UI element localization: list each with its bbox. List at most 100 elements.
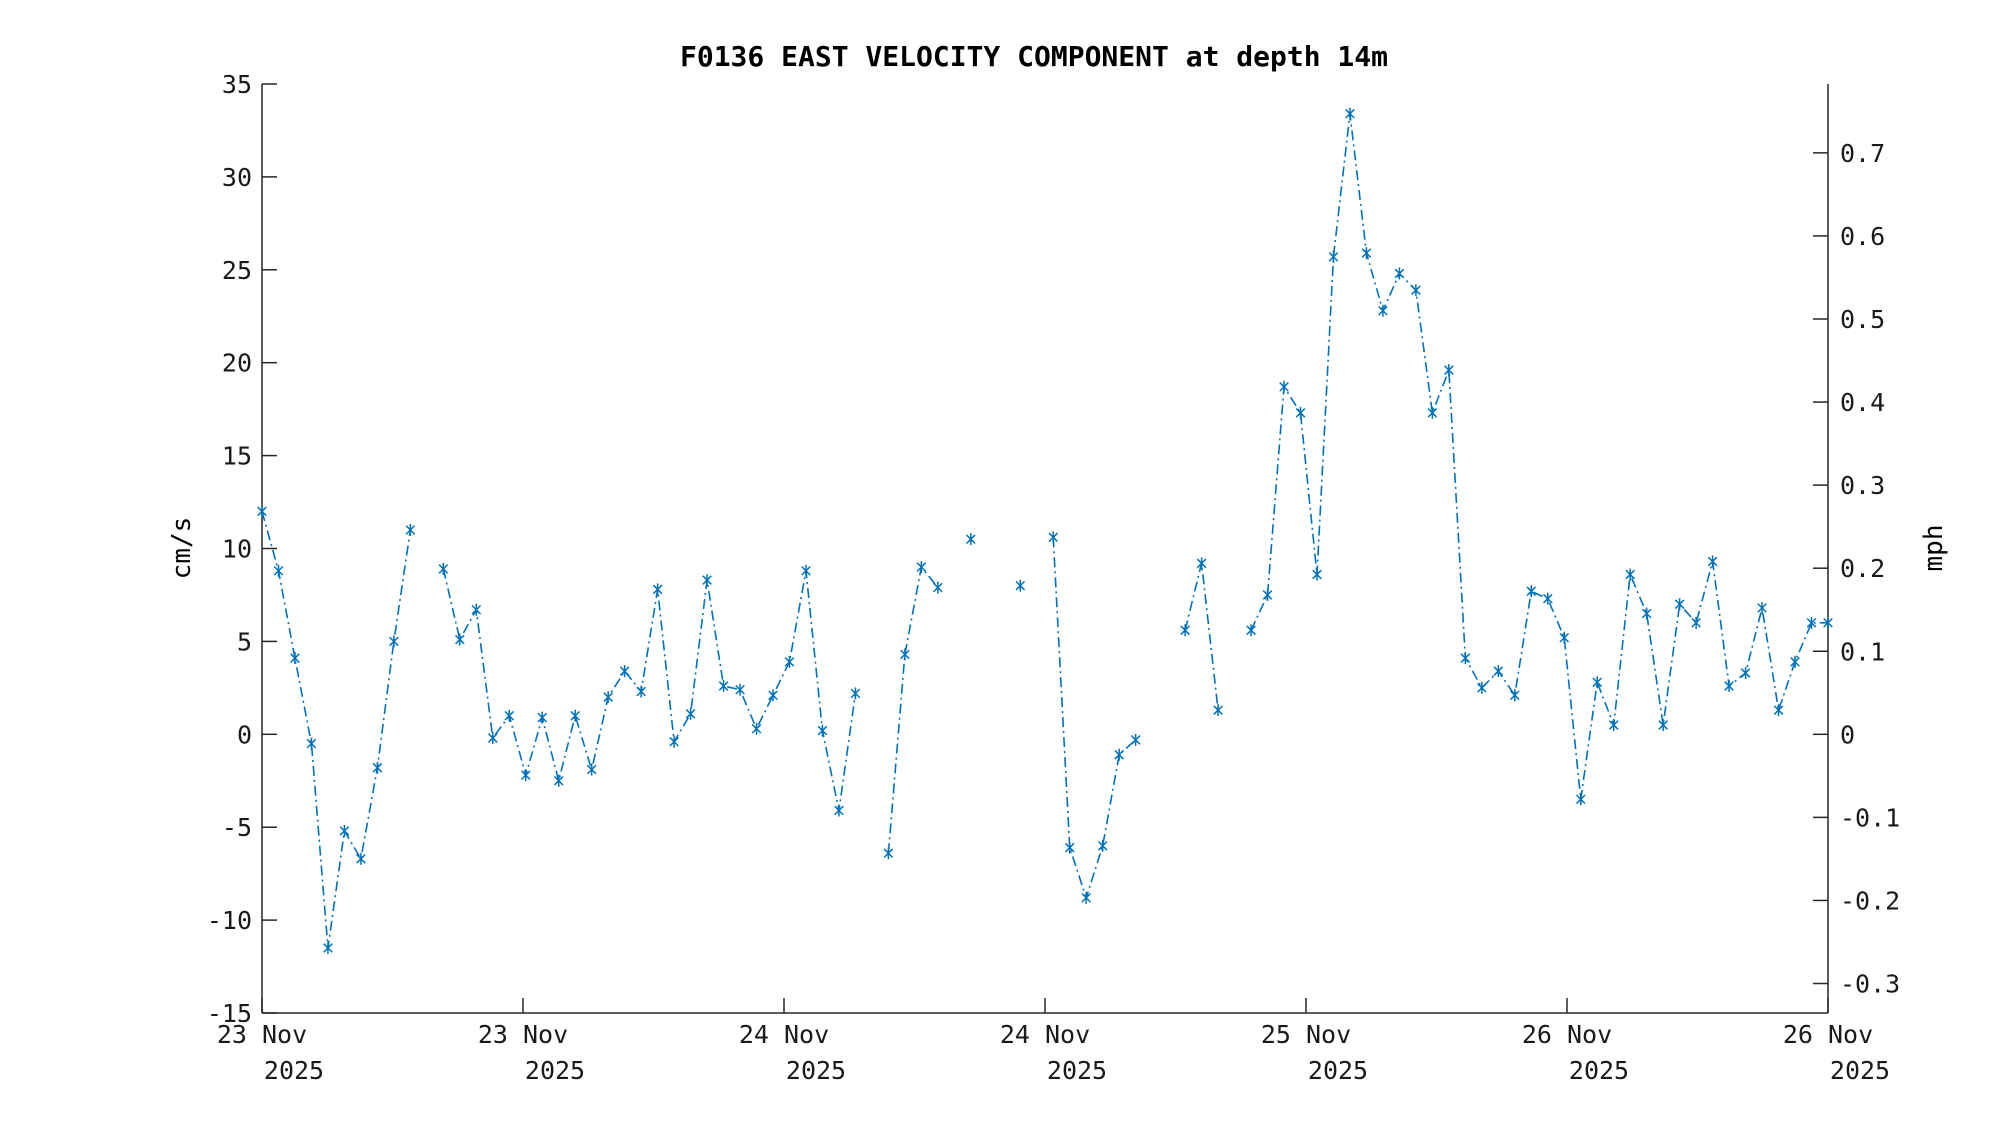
data-point-marker — [1757, 601, 1767, 614]
data-point-marker — [801, 564, 811, 577]
data-point-marker — [1559, 631, 1570, 644]
data-point-marker — [900, 648, 910, 661]
data-point-marker — [454, 633, 465, 646]
data-point-marker — [438, 562, 449, 575]
data-point-marker — [553, 774, 564, 787]
data-point-marker — [273, 564, 284, 577]
data-point-marker — [883, 847, 894, 860]
data-point-marker — [1196, 557, 1207, 570]
x-tick-label-year: 2025 — [1308, 1056, 1368, 1085]
left-y-tick-label: 20 — [222, 349, 252, 378]
data-point-marker — [834, 804, 844, 817]
data-point-marker — [685, 707, 696, 720]
data-point-marker — [933, 581, 943, 594]
right-y-ticks: -0.3 -0.2 -0.1 0 0.1 0.2 0.3 0.4 0.5 0.6 0.7 — [1813, 139, 1900, 999]
x-tick-label-year: 2025 — [786, 1056, 846, 1085]
data-point-marker — [306, 737, 317, 750]
data-point-marker — [1773, 704, 1784, 717]
y-axis-label-right: mph — [1919, 525, 1949, 572]
data-point-marker — [1361, 247, 1372, 260]
data-point-marker — [1444, 364, 1454, 377]
series-markers — [257, 107, 1833, 954]
series-line-segment — [442, 568, 857, 811]
data-point-marker — [586, 763, 597, 776]
data-point-marker — [1394, 267, 1405, 280]
x-tick-label-year: 2025 — [1569, 1056, 1629, 1085]
data-point-marker — [1345, 107, 1355, 120]
data-point-marker — [1790, 655, 1800, 668]
data-point-marker — [850, 687, 861, 700]
x-tick-label-date: 23 Nov — [217, 1020, 307, 1049]
data-point-marker — [1246, 624, 1256, 637]
left-y-tick-label: 30 — [222, 163, 252, 192]
data-point-marker — [1097, 839, 1108, 852]
data-point-marker — [1328, 250, 1339, 263]
data-point-marker — [1114, 748, 1125, 761]
data-point-marker — [1674, 598, 1685, 611]
data-point-marker — [1724, 679, 1734, 692]
data-point-marker — [768, 689, 778, 702]
data-point-marker — [1180, 624, 1190, 637]
data-point-marker — [735, 683, 745, 696]
x-tick-label-date: 25 Nov — [1261, 1020, 1351, 1049]
data-point-marker — [636, 685, 646, 698]
left-y-tick-label: 25 — [222, 256, 252, 285]
data-point-marker — [1608, 719, 1619, 732]
right-y-tick-label: 0 — [1840, 720, 1855, 749]
data-point-marker — [1542, 592, 1553, 605]
right-y-tick-label: 0.2 — [1840, 554, 1885, 583]
series-lines — [261, 113, 1828, 949]
data-point-marker — [1130, 733, 1141, 746]
data-point-marker — [1493, 665, 1504, 678]
data-point-marker — [487, 732, 498, 745]
right-y-tick-label: 0.1 — [1840, 637, 1885, 666]
left-y-tick-label: 10 — [222, 535, 252, 564]
data-point-marker — [619, 665, 630, 678]
right-y-tick-label: 0.3 — [1840, 471, 1885, 500]
data-point-marker — [1295, 406, 1306, 419]
y-axis-label-left: cm/s — [167, 517, 197, 580]
data-point-marker — [1427, 406, 1438, 419]
data-point-marker — [1015, 579, 1026, 592]
x-tick-label-date: 26 Nov — [1783, 1020, 1873, 1049]
data-point-marker — [1509, 689, 1520, 702]
left-y-tick-label: -15 — [207, 999, 252, 1028]
data-point-marker — [1213, 704, 1223, 717]
data-point-marker — [405, 523, 416, 536]
data-point-marker — [1625, 568, 1636, 581]
data-point-marker — [570, 709, 581, 722]
data-point-marker — [1378, 304, 1388, 317]
right-y-tick-label: -0.3 — [1840, 970, 1900, 999]
chart-title: F0136 EAST VELOCITY COMPONENT at depth 1… — [680, 40, 1388, 73]
x-tick-label-date: 24 Nov — [739, 1020, 829, 1049]
x-tick-label-year: 2025 — [264, 1056, 324, 1085]
data-point-marker — [520, 769, 531, 782]
right-y-tick-label: 0.7 — [1840, 139, 1885, 168]
data-point-marker — [372, 761, 383, 774]
data-point-marker — [1081, 891, 1092, 904]
data-point-marker — [323, 941, 333, 954]
x-tick-label-year: 2025 — [525, 1056, 585, 1085]
data-point-marker — [1477, 681, 1487, 694]
x-tick-label-date: 24 Nov — [1000, 1020, 1090, 1049]
left-y-tick-label: 5 — [237, 627, 252, 656]
right-y-tick-label: 0.6 — [1840, 222, 1885, 251]
right-y-tick-label: -0.1 — [1840, 803, 1900, 832]
data-point-marker — [1048, 531, 1059, 544]
x-tick-label-date: 23 Nov — [478, 1020, 568, 1049]
data-point-marker — [652, 583, 663, 596]
data-point-marker — [1312, 568, 1322, 581]
left-y-tick-label: 15 — [222, 442, 252, 471]
data-point-marker — [471, 603, 482, 616]
right-y-tick-label: 0.4 — [1840, 388, 1885, 417]
data-point-marker — [1064, 841, 1075, 854]
data-point-marker — [784, 655, 795, 668]
data-point-marker — [537, 711, 548, 724]
left-y-tick-label: 35 — [222, 70, 252, 99]
data-point-marker — [702, 574, 712, 587]
data-point-marker — [257, 505, 267, 518]
data-point-marker — [1592, 676, 1603, 689]
right-y-tick-label: 0.5 — [1840, 305, 1885, 334]
left-y-tick-label: -5 — [222, 813, 252, 842]
